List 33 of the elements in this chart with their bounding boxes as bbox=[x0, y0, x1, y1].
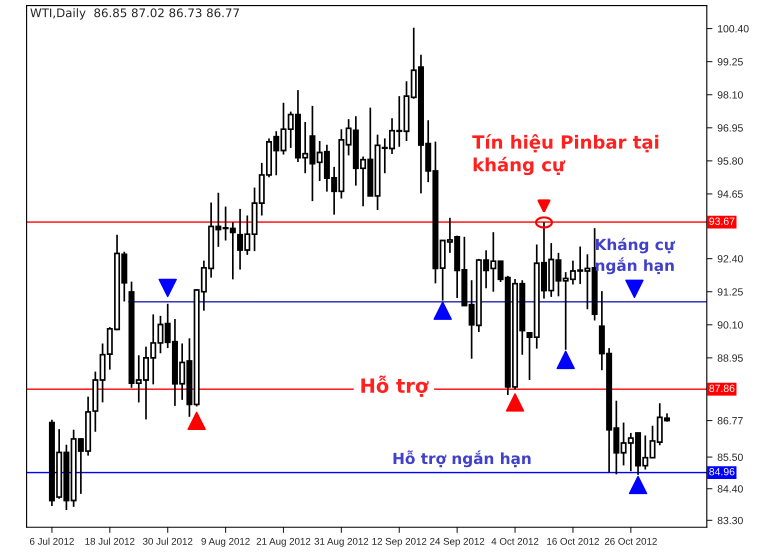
chart-title: WTI,Daily 86.85 87.02 86.73 86.77 bbox=[30, 8, 239, 20]
ref-line-label: 84.96 bbox=[709, 468, 734, 476]
y-tick-label: 90.10 bbox=[718, 321, 743, 329]
x-tick-label: 6 Jul 2012 bbox=[30, 538, 74, 545]
y-tick-label: 98.10 bbox=[718, 91, 743, 99]
y-tick-label: 95.80 bbox=[718, 157, 743, 165]
x-tick-label: 30 Jul 2012 bbox=[142, 538, 192, 545]
ref-line-label: 93.67 bbox=[709, 218, 734, 225]
x-tick-label: 26 Oct 2012 bbox=[604, 538, 657, 545]
y-tick-label: 91.25 bbox=[718, 288, 743, 296]
x-tick-label: 18 Jul 2012 bbox=[85, 538, 134, 545]
annotation: Hỗ trợ ngắn hạn bbox=[394, 450, 531, 468]
y-tick-label: 86.77 bbox=[718, 417, 743, 424]
x-tick-label: 31 Aug 2012 bbox=[314, 538, 368, 547]
x-tick-label: 4 Oct 2012 bbox=[491, 538, 538, 545]
y-tick-label: 94.65 bbox=[718, 190, 743, 198]
x-tick-label: 9 Aug 2012 bbox=[201, 538, 250, 547]
x-tick-label: 24 Sep 2012 bbox=[430, 538, 484, 547]
y-tick-label: 88.95 bbox=[718, 354, 743, 362]
annotation: Hỗ trợ bbox=[361, 375, 429, 397]
x-tick-label: 12 Sep 2012 bbox=[372, 538, 426, 547]
annotation: Kháng cự ngắn hạn bbox=[596, 238, 675, 274]
x-tick-label: 21 Aug 2012 bbox=[256, 538, 310, 547]
y-tick-label: 100.40 bbox=[718, 25, 749, 32]
y-tick-label: 99.25 bbox=[718, 58, 743, 66]
x-tick-label: 16 Oct 2012 bbox=[547, 538, 599, 545]
y-tick-label: 92.40 bbox=[718, 255, 743, 263]
y-tick-label: 84.40 bbox=[718, 485, 743, 493]
y-tick-label: 85.50 bbox=[718, 454, 743, 461]
y-tick-label: 83.30 bbox=[718, 516, 743, 524]
y-tick-label: 96.95 bbox=[718, 124, 743, 132]
annotation: Tín hiệu Pinbar tại kháng cự bbox=[472, 134, 658, 176]
ref-line-label: 87.86 bbox=[709, 384, 734, 392]
